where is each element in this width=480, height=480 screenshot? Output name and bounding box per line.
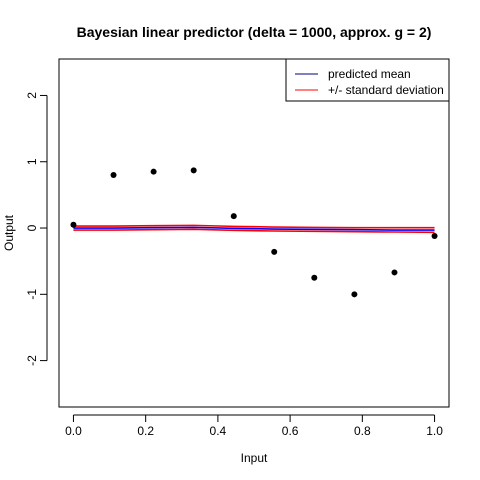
data-point [230, 213, 237, 220]
data-point [351, 291, 358, 298]
data-point [70, 221, 77, 228]
y-axis-label: Output [2, 214, 16, 251]
data-point [391, 269, 398, 276]
data-point [150, 168, 157, 175]
y-tick-label: 1 [25, 158, 39, 165]
y-tick-label: 0 [25, 224, 39, 231]
lower-std-line [73, 228, 435, 234]
data-point [110, 172, 117, 178]
legend-label-predicted-mean: predicted mean [328, 67, 411, 81]
points-layer [70, 167, 438, 298]
y-tick-label: -2 [25, 355, 39, 366]
y-tick-label: 2 [25, 92, 39, 99]
data-point [431, 232, 438, 239]
y-tick-label: -1 [25, 289, 39, 300]
data-point [271, 248, 278, 255]
legend: predicted mean +/- standard deviation [285, 58, 450, 102]
x-tick-label: 1.0 [426, 424, 443, 438]
x-tick-label: 0.4 [210, 424, 227, 438]
x-axis-label: Input [241, 451, 268, 465]
x-tick-label: 0.8 [354, 424, 371, 438]
upper-std-line [73, 224, 435, 229]
data-point [190, 167, 197, 174]
legend-label-standard-deviation: +/- standard deviation [328, 83, 444, 97]
legend-box [285, 58, 450, 102]
x-tick-label: 0.2 [137, 424, 154, 438]
x-tick-label: 0.0 [65, 424, 82, 438]
predicted-mean-line [73, 226, 435, 231]
series-layer [73, 224, 435, 234]
plot-area-frame [58, 58, 450, 408]
data-point [311, 274, 318, 281]
chart-title: Bayesian linear predictor (delta = 1000,… [77, 24, 432, 40]
x-axis: 0.0 0.2 0.4 0.6 0.8 1.0 [65, 414, 443, 438]
x-tick-label: 0.6 [282, 424, 299, 438]
y-axis: -2 -1 0 1 2 [25, 92, 48, 366]
